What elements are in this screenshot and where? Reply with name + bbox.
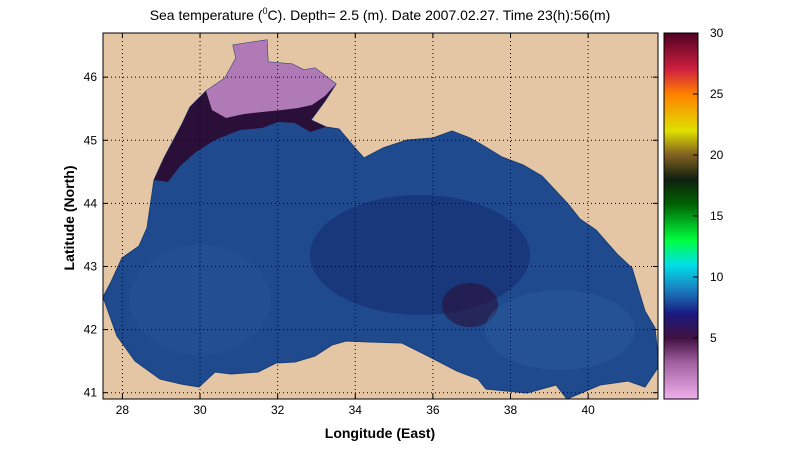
y-tick-label: 46: [84, 70, 98, 84]
colorbar-tick-label: 15: [710, 209, 724, 223]
x-tick-label: 32: [271, 403, 285, 417]
eastern-basin-eddy: [442, 283, 498, 327]
western-basin-water: [130, 245, 270, 355]
y-tick-label: 42: [84, 323, 98, 337]
y-tick-label: 45: [84, 133, 98, 147]
x-axis-label: Longitude (East): [325, 425, 435, 441]
x-tick-label: 34: [349, 403, 363, 417]
x-tick-label: 30: [193, 403, 207, 417]
colorbar-tick-label: 25: [710, 87, 724, 101]
colorbar-tick-label: 5: [710, 331, 717, 345]
y-tick-label: 41: [84, 386, 98, 400]
map-area: [103, 33, 658, 399]
x-tick-label: 38: [504, 403, 518, 417]
x-tick-label: 40: [581, 403, 595, 417]
shallow-coldest-water: [206, 40, 336, 118]
map-title: Sea temperature (0C). Depth= 2.5 (m). Da…: [150, 6, 611, 23]
colorbar-tick-label: 20: [710, 148, 724, 162]
colorbar: [663, 32, 699, 400]
colorbar-tick-label: 10: [710, 270, 724, 284]
map-frame: [102, 32, 659, 400]
x-tick-label: 28: [116, 403, 130, 417]
colorbar-ticks: 5 10 15 20 25 30: [693, 26, 724, 345]
longitude-ticks: 28 30 32 34 36 38 40: [116, 33, 595, 417]
latitude-ticks: 41 42 43 44 45 46: [84, 70, 658, 400]
colorbar-tick-label: 30: [710, 26, 724, 40]
y-tick-label: 43: [84, 259, 98, 273]
x-tick-label: 36: [426, 403, 440, 417]
coordinate-grid: [103, 33, 658, 399]
y-axis-label: Latitude (North): [61, 166, 77, 271]
y-tick-label: 44: [84, 196, 98, 210]
central-basin-deep-water: [310, 195, 530, 315]
